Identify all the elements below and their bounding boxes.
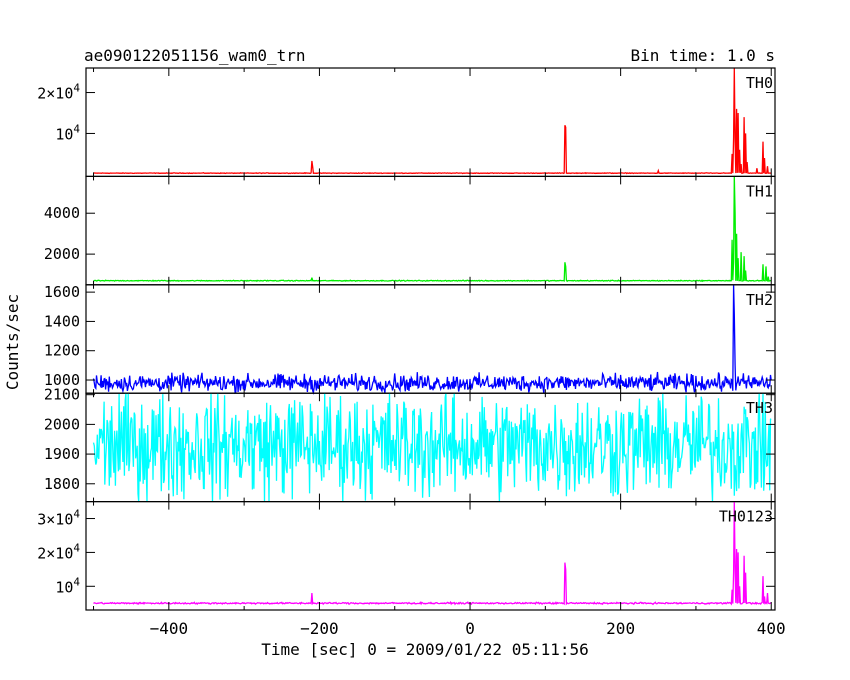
panel-frame [85, 501, 776, 611]
series-line-th0123 [93, 501, 772, 606]
y-tick-label: 2100 [44, 386, 80, 404]
y-tick-label: 1200 [44, 342, 80, 360]
x-tick-label: 200 [606, 619, 635, 638]
panel-label: TH2 [746, 291, 773, 309]
panel-th0: 104 2×104 TH0 [37, 67, 776, 178]
panel-frame [85, 175, 776, 286]
y-tick-label: 104 [55, 122, 80, 143]
y-tick-label: 3×104 [37, 508, 80, 529]
chart-title: ae090122051156_wam0_trn [84, 46, 306, 65]
series-line-th3 [92, 393, 772, 502]
y-tick-label: 1400 [44, 312, 80, 330]
y-tick-label: 2000 [44, 415, 80, 433]
y-tick-label: 1800 [44, 475, 80, 493]
y-axis-label: Counts/sec [3, 294, 22, 390]
y-tick-label: 104 [55, 575, 80, 596]
y-tick-label: 2×104 [37, 82, 80, 103]
y-tick-label: 2000 [44, 245, 80, 263]
panel-label: TH0123 [719, 508, 773, 526]
series-line-th0 [93, 67, 772, 175]
panel-label: TH0 [746, 74, 773, 92]
x-tick-label: 400 [757, 619, 786, 638]
panel-label: TH3 [746, 399, 773, 417]
panel-frame [85, 67, 776, 178]
y-tick-label: 1000 [44, 371, 80, 389]
x-tick-label: 0 [465, 619, 475, 638]
series-line-th1 [93, 176, 772, 283]
x-axis-label: Time [sec] 0 = 2009/01/22 05:11:56 [261, 640, 589, 659]
panel-th0123: 104 2×104 3×104 TH0123 [37, 501, 776, 611]
y-tick-label: 4000 [44, 204, 80, 222]
y-tick-label: 1900 [44, 445, 80, 463]
y-tick-label: 2×104 [37, 541, 80, 562]
panel-th1: 2000 4000 TH1 [44, 175, 776, 286]
panel-th3: 1800 1900 2000 2100 TH3 [44, 386, 776, 503]
x-tick-label: −400 [150, 619, 189, 638]
chart-subtitle: Bin time: 1.0 s [631, 46, 776, 65]
panel-frame [85, 284, 776, 394]
x-tick-label: −200 [300, 619, 339, 638]
series-line-th2 [92, 284, 772, 396]
y-tick-label: 1600 [44, 283, 80, 301]
panel-th2: 1000 1200 1400 1600 TH2 [44, 283, 776, 396]
panel-label: TH1 [746, 182, 773, 200]
